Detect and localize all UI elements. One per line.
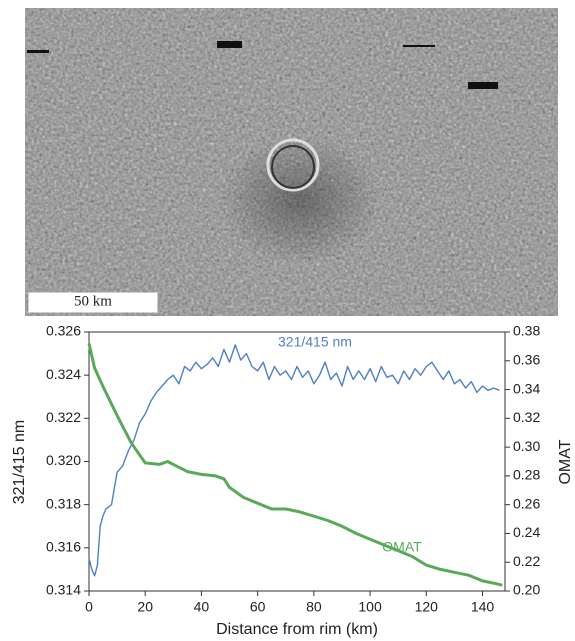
y-tick-label: 0.314: [46, 582, 81, 598]
x-tick-label: 120: [415, 599, 439, 615]
y-tick-label: 0.324: [46, 366, 81, 382]
series-label: OMAT: [382, 539, 422, 555]
y-tick-label: 0.318: [46, 495, 81, 511]
y2-axis-title: OMAT: [557, 439, 574, 484]
y-tick-label: 0.322: [46, 409, 81, 425]
x-tick-label: 20: [137, 599, 153, 615]
y-tick-label: 0.316: [46, 539, 81, 555]
y2-tick-label: 0.20: [513, 582, 540, 598]
x-tick-label: 140: [471, 599, 495, 615]
y2-tick-label: 0.22: [513, 553, 540, 569]
y-tick-label: 0.326: [46, 323, 81, 339]
x-tick-label: 100: [358, 599, 382, 615]
figure: 50 km Distance from rim (km) 321/415 nm …: [0, 0, 575, 641]
x-axis-title: Distance from rim (km): [216, 621, 378, 638]
x-tick-label: 40: [194, 599, 210, 615]
y2-tick-label: 0.24: [513, 524, 540, 540]
x-tick-label: 60: [250, 599, 266, 615]
y2-tick-label: 0.30: [513, 438, 540, 454]
y2-tick-label: 0.38: [513, 323, 540, 339]
scale-bar-label: 50 km: [74, 293, 112, 309]
series-line: [89, 344, 502, 586]
y2-tick-label: 0.36: [513, 351, 540, 367]
y-axis-title: 321/415 nm: [11, 420, 28, 505]
y2-tick-label: 0.26: [513, 495, 540, 511]
y2-tick-label: 0.32: [513, 409, 540, 425]
x-tick-label: 0: [85, 599, 93, 615]
y2-tick-label: 0.34: [513, 380, 540, 396]
plot-frame: [89, 332, 505, 591]
y2-tick-label: 0.28: [513, 467, 540, 483]
crater-image: 50 km: [25, 8, 558, 316]
y-tick-label: 0.320: [46, 452, 81, 468]
series-line: [89, 345, 499, 576]
series-label: 321/415 nm: [278, 334, 352, 350]
x-tick-label: 80: [306, 599, 322, 615]
